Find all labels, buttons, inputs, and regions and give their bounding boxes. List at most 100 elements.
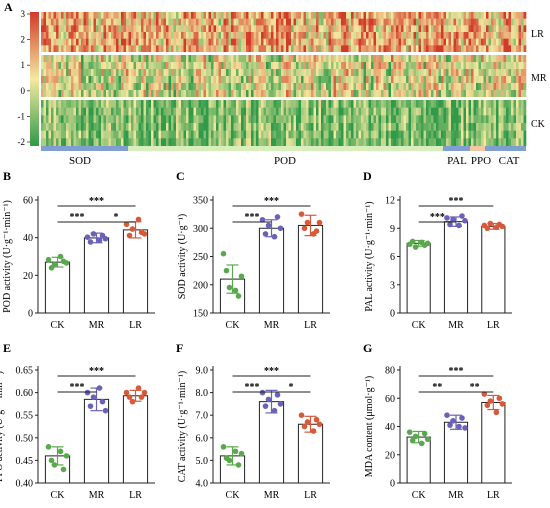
y-tick-label: 12 [385,196,395,207]
heatmap-cell [116,39,119,46]
heatmap-cell [336,138,339,146]
heatmap-cell [474,19,477,26]
heatmap-cell [304,55,307,62]
heatmap-cell [134,100,137,108]
heatmap-cell [184,115,187,123]
heatmap-cell [209,69,212,76]
heatmap-cell [341,76,344,83]
heatmap-cell [424,115,427,123]
heatmap-cell [191,19,194,26]
heatmap-cell [266,108,269,116]
data-point [46,444,52,450]
heatmap-cell [124,100,127,108]
heatmap-cell [61,69,64,76]
heatmap-cell [214,108,217,116]
heatmap-cell [276,25,279,32]
heatmap-cell [201,123,204,131]
heatmap-cell [424,108,427,116]
heatmap-cell [449,55,452,62]
heatmap-cell [196,138,199,146]
heatmap-cell [139,90,142,97]
heatmap-cell [491,131,494,139]
heatmap-cell [361,25,364,32]
heatmap-cell [86,115,89,123]
heatmap-cell [404,19,407,26]
heatmap-cell [161,25,164,32]
heatmap-cell [206,108,209,116]
heatmap-cell [111,45,114,52]
heatmap-cell [444,32,447,39]
heatmap-cell [41,69,44,76]
heatmap-cell [381,32,384,39]
heatmap-cell [311,138,314,146]
heatmap-cell [84,131,87,139]
heatmap-cell [429,12,432,19]
heatmap-cell [424,62,427,69]
heatmap-cell [419,76,422,83]
heatmap-cell [291,131,294,139]
heatmap-cell [234,39,237,46]
heatmap-cell [244,108,247,116]
heatmap-cell [314,138,317,146]
heatmap-cell [224,69,227,76]
heatmap-cell [324,100,327,108]
heatmap-cell [339,115,342,123]
heatmap-cell [524,123,527,131]
heatmap-cell [219,138,222,146]
heatmap-cell [439,25,442,32]
heatmap-cell [441,62,444,69]
heatmap-cell [66,69,69,76]
heatmap-cell [269,69,272,76]
heatmap-cell [179,55,182,62]
heatmap-cell [246,45,249,52]
heatmap-cell [336,90,339,97]
heatmap-cell [186,39,189,46]
heatmap-cell [176,123,179,131]
heatmap-cell [296,69,299,76]
heatmap-cell [476,131,479,139]
heatmap-cell [359,115,362,123]
heatmap-cell [331,32,334,39]
heatmap-cell [481,123,484,131]
bar-lr [298,225,322,313]
heatmap-cell [469,69,472,76]
heatmap-cell [94,83,97,90]
heatmap-cell [369,39,372,46]
heatmap-cell [311,131,314,139]
heatmap-cell [291,39,294,46]
heatmap-cell [351,76,354,83]
heatmap-cell [384,115,387,123]
x-tick-label: LR [129,490,142,501]
bar-mr [444,422,467,483]
significance-label: *** [264,366,279,377]
data-point [142,231,148,237]
heatmap-cell [471,76,474,83]
heatmap-cell [201,100,204,108]
heatmap-cell [79,138,82,146]
heatmap-cell [454,39,457,46]
heatmap-cell [394,45,397,52]
heatmap-cell [231,108,234,116]
heatmap-cell [431,90,434,97]
heatmap-cell [441,55,444,62]
heatmap-cell [284,39,287,46]
heatmap-cell [354,90,357,97]
heatmap-cell [44,32,47,39]
heatmap-cell [449,138,452,146]
heatmap-cell [324,62,327,69]
data-point [299,211,305,217]
heatmap-cell [111,108,114,116]
heatmap-cell [184,138,187,146]
heatmap-cell [281,115,284,123]
heatmap-cell [366,55,369,62]
heatmap-cell [44,12,47,19]
heatmap-cell [444,90,447,97]
heatmap-cell [499,19,502,26]
heatmap-cell [466,108,469,116]
heatmap-cell [496,100,499,108]
heatmap-cell [116,69,119,76]
heatmap-cell [86,55,89,62]
heatmap-cell [299,83,302,90]
heatmap-cell [246,90,249,97]
heatmap-cell [366,138,369,146]
